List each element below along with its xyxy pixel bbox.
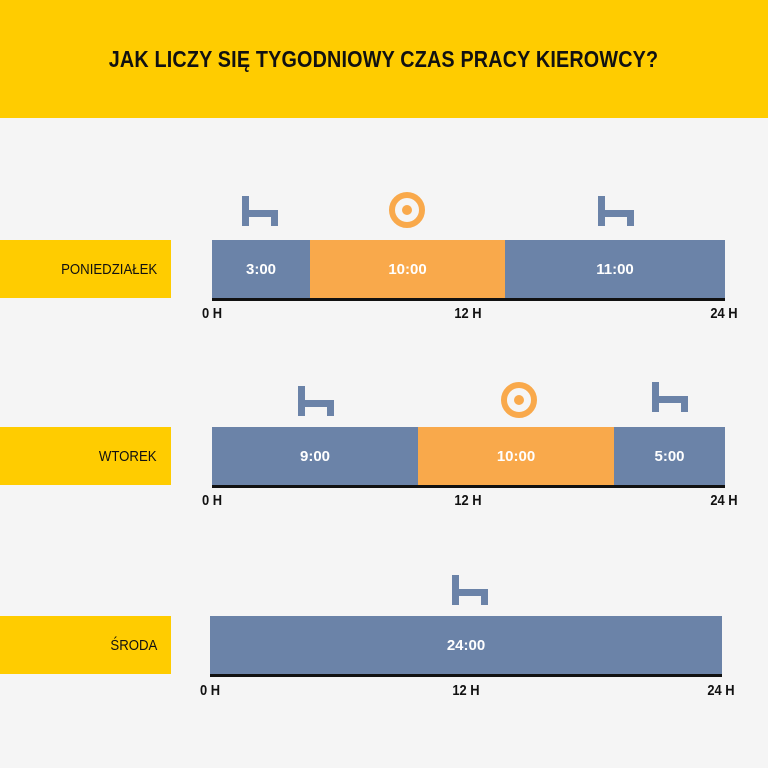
steering-wheel-icon	[389, 192, 425, 228]
day-label-wtorek: WTOREK	[0, 427, 171, 485]
steering-wheel-icon	[501, 382, 537, 418]
segment-label: 3:00	[245, 260, 277, 278]
bed-icon	[598, 196, 634, 226]
timeline-bar: 9:00 10:00 5:00	[212, 427, 725, 488]
tick-label: 0 H	[199, 682, 221, 699]
segment-work: 10:00	[310, 240, 505, 298]
segment-label: 10:00	[388, 260, 427, 278]
segment-work: 10:00	[418, 427, 614, 485]
segment-label: 11:00	[596, 260, 634, 278]
day-name: PONIEDZIAŁEK	[60, 260, 157, 278]
segment-label: 9:00	[299, 447, 331, 465]
day-name: WTOREK	[99, 447, 157, 465]
tick-label: 0 H	[201, 305, 223, 322]
segment-rest: 3:00	[212, 240, 310, 298]
segment-rest: 11:00	[505, 240, 725, 298]
segment-rest: 24:00	[210, 616, 722, 674]
day-label-sroda: ŚRODA	[0, 616, 171, 674]
tick-label: 12 H	[452, 682, 480, 699]
bed-icon	[298, 386, 334, 416]
tick-label: 0 H	[201, 492, 223, 509]
segment-label: 24:00	[446, 636, 486, 654]
header-banner: JAK LICZY SIĘ TYGODNIOWY CZAS PRACY KIER…	[0, 0, 768, 118]
timeline-bar: 3:00 10:00 11:00	[212, 240, 725, 301]
tick-label: 12 H	[454, 492, 482, 509]
segment-rest: 5:00	[614, 427, 725, 485]
timeline-bar: 24:00	[210, 616, 722, 677]
page-title: JAK LICZY SIĘ TYGODNIOWY CZAS PRACY KIER…	[109, 45, 659, 72]
bed-icon	[242, 196, 278, 226]
tick-label: 24 H	[710, 305, 738, 322]
tick-label: 24 H	[707, 682, 735, 699]
bed-icon	[652, 382, 688, 412]
bed-icon	[452, 575, 488, 605]
tick-label: 24 H	[710, 492, 738, 509]
tick-label: 12 H	[454, 305, 482, 322]
segment-label: 5:00	[654, 447, 685, 465]
day-label-poniedzialek: PONIEDZIAŁEK	[0, 240, 171, 298]
segment-rest: 9:00	[212, 427, 418, 485]
day-name: ŚRODA	[110, 636, 157, 654]
segment-label: 10:00	[496, 447, 536, 465]
